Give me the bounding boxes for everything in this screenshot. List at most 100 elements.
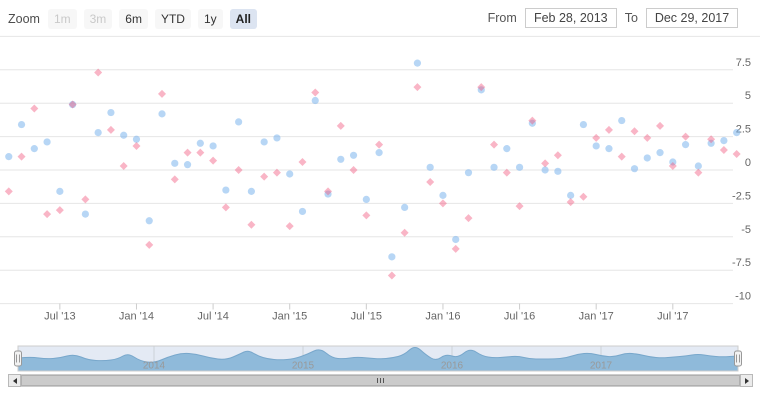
data-point-series-blue[interactable] — [286, 170, 294, 178]
data-point-series-blue[interactable] — [477, 86, 485, 94]
data-point-series-blue[interactable] — [707, 139, 715, 147]
data-point-series-pink[interactable] — [285, 222, 294, 231]
data-point-series-pink[interactable] — [451, 244, 460, 253]
data-point-series-pink[interactable] — [630, 127, 639, 136]
data-point-series-blue[interactable] — [579, 120, 588, 129]
data-point-series-pink[interactable] — [438, 199, 447, 208]
data-point-series-pink[interactable] — [4, 187, 13, 196]
data-point-series-pink[interactable] — [170, 175, 179, 184]
data-point-series-pink[interactable] — [477, 83, 486, 92]
data-point-series-blue[interactable] — [515, 163, 524, 171]
data-point-series-blue[interactable] — [375, 149, 383, 157]
data-point-series-blue[interactable] — [656, 149, 664, 157]
data-point-series-blue[interactable] — [145, 217, 153, 225]
data-point-series-pink[interactable] — [145, 240, 154, 249]
data-point-series-blue[interactable] — [132, 135, 141, 143]
data-point-series-blue[interactable] — [56, 187, 64, 195]
data-point-series-blue[interactable] — [81, 210, 89, 218]
data-point-series-blue[interactable] — [554, 167, 562, 175]
data-point-series-blue[interactable] — [158, 110, 166, 118]
data-point-series-pink[interactable] — [604, 125, 613, 134]
data-point-series-blue[interactable] — [94, 128, 102, 137]
data-point-series-pink[interactable] — [694, 168, 703, 177]
data-point-series-pink[interactable] — [324, 187, 333, 196]
data-point-series-blue[interactable] — [362, 195, 370, 203]
data-point-series-pink[interactable] — [209, 156, 218, 165]
to-date-input[interactable] — [646, 8, 738, 28]
data-point-series-pink[interactable] — [387, 271, 396, 280]
navigator-left-handle[interactable] — [14, 350, 22, 367]
data-point-series-pink[interactable] — [617, 152, 626, 161]
data-point-series-blue[interactable] — [592, 142, 600, 150]
data-point-series-pink[interactable] — [375, 140, 384, 149]
data-point-series-pink[interactable] — [426, 178, 435, 187]
data-point-series-blue[interactable] — [120, 131, 128, 139]
zoom-button-all[interactable]: All — [229, 9, 257, 29]
data-point-series-pink[interactable] — [260, 172, 269, 181]
data-point-series-pink[interactable] — [553, 151, 562, 160]
data-point-series-pink[interactable] — [81, 195, 90, 204]
data-point-series-pink[interactable] — [732, 149, 741, 158]
data-point-series-blue[interactable] — [694, 162, 702, 170]
navigator[interactable]: 2014 2015 2016 2017 — [0, 338, 760, 374]
data-point-series-pink[interactable] — [30, 104, 39, 113]
data-point-series-blue[interactable] — [324, 190, 332, 198]
data-point-series-pink[interactable] — [668, 161, 677, 170]
data-point-series-blue[interactable] — [426, 163, 434, 171]
data-point-series-pink[interactable] — [592, 133, 601, 142]
data-point-series-blue[interactable] — [605, 145, 613, 153]
data-point-series-blue[interactable] — [69, 100, 77, 109]
zoom-button-6m[interactable]: 6m — [119, 9, 148, 29]
from-date-input[interactable] — [524, 8, 617, 28]
data-point-series-pink[interactable] — [681, 132, 690, 141]
data-point-series-blue[interactable] — [30, 145, 38, 153]
data-point-series-pink[interactable] — [132, 141, 141, 150]
data-point-series-blue[interactable] — [337, 155, 345, 163]
data-point-series-pink[interactable] — [349, 166, 358, 174]
data-point-series-pink[interactable] — [298, 157, 307, 166]
data-point-series-pink[interactable] — [94, 68, 103, 77]
data-point-series-blue[interactable] — [298, 207, 307, 216]
data-point-series-blue[interactable] — [413, 59, 422, 67]
data-point-series-pink[interactable] — [528, 116, 537, 125]
zoom-button-ytd[interactable]: YTD — [154, 9, 191, 29]
data-point-series-blue[interactable] — [43, 138, 51, 146]
data-point-series-blue[interactable] — [490, 163, 498, 171]
scrollbar-thumb[interactable] — [21, 375, 740, 386]
data-point-series-blue[interactable] — [439, 191, 447, 199]
data-point-series-blue[interactable] — [209, 142, 217, 150]
data-point-series-pink[interactable] — [566, 198, 575, 207]
data-point-series-blue[interactable] — [17, 120, 26, 129]
data-point-series-blue[interactable] — [464, 169, 473, 177]
data-point-series-pink[interactable] — [55, 206, 64, 215]
data-point-series-blue[interactable] — [541, 166, 549, 174]
data-point-series-blue[interactable] — [247, 187, 255, 195]
zoom-button-3m[interactable]: 3m — [83, 9, 113, 29]
data-point-series-blue[interactable] — [107, 108, 115, 117]
data-point-series-pink[interactable] — [158, 89, 167, 98]
data-point-series-blue[interactable] — [618, 116, 626, 125]
data-point-series-blue[interactable] — [171, 159, 179, 167]
data-point-series-pink[interactable] — [106, 125, 115, 134]
data-point-series-pink[interactable] — [490, 140, 499, 149]
data-point-series-blue[interactable] — [311, 96, 319, 105]
data-point-series-blue[interactable] — [669, 158, 677, 166]
navigator-right-handle[interactable] — [734, 350, 742, 367]
data-point-series-blue[interactable] — [503, 145, 511, 153]
data-point-series-blue[interactable] — [681, 141, 690, 149]
data-point-series-blue[interactable] — [567, 191, 575, 199]
data-point-series-pink[interactable] — [234, 166, 243, 174]
zoom-button-1y[interactable]: 1y — [197, 9, 223, 29]
data-point-series-pink[interactable] — [68, 100, 77, 109]
data-point-series-blue[interactable] — [528, 119, 536, 127]
data-point-series-pink[interactable] — [541, 159, 550, 168]
data-point-series-pink[interactable] — [515, 202, 524, 211]
data-point-series-pink[interactable] — [362, 211, 371, 220]
data-point-series-pink[interactable] — [719, 145, 728, 154]
data-point-series-pink[interactable] — [43, 210, 52, 219]
data-point-series-pink[interactable] — [247, 220, 256, 229]
data-point-series-blue[interactable] — [720, 137, 728, 145]
data-point-series-blue[interactable] — [5, 153, 13, 161]
data-point-series-pink[interactable] — [400, 228, 409, 237]
